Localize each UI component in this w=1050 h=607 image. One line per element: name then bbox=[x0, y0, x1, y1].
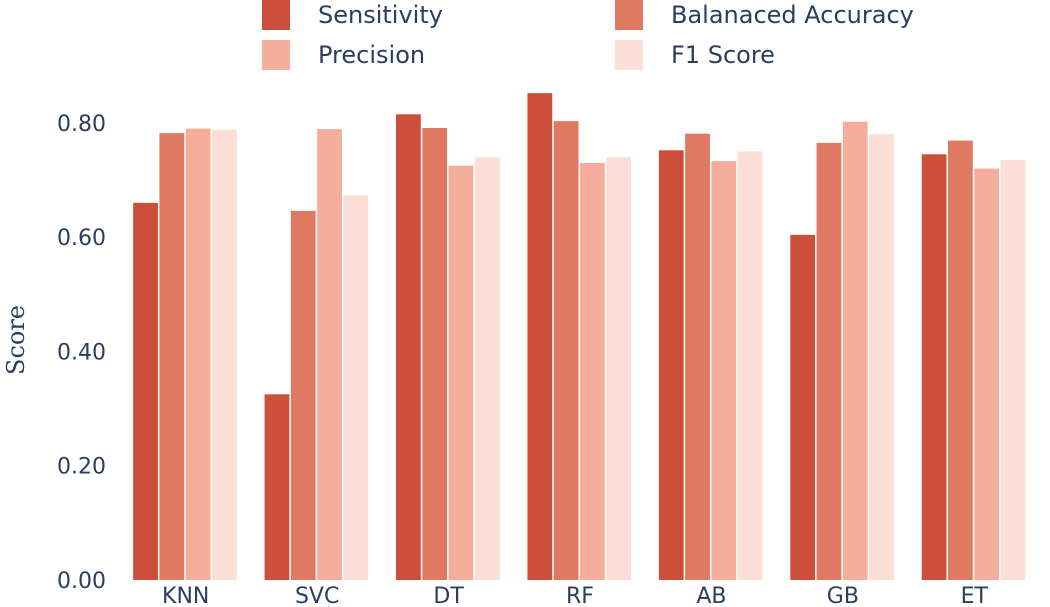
y-axis-title: Score bbox=[2, 305, 30, 375]
bar-knn-balanaced-accuracy bbox=[159, 133, 185, 580]
bar-ab-f1-score bbox=[737, 151, 763, 580]
y-tick-label: 0.40 bbox=[57, 340, 106, 365]
bar-svc-sensitivity bbox=[264, 394, 290, 580]
bar-gb-precision bbox=[842, 121, 868, 580]
bar-dt-f1-score bbox=[474, 157, 500, 580]
bar-knn-sensitivity bbox=[133, 202, 158, 580]
legend-label: F1 Score bbox=[671, 41, 775, 69]
legend: Sensitivity Balanaced Accuracy Precision F1… bbox=[262, 0, 914, 70]
bar-rf-balanaced-accuracy bbox=[553, 121, 579, 581]
x-tick-label: SVC bbox=[295, 584, 339, 607]
y-tick-label: 0.00 bbox=[57, 569, 106, 594]
legend-swatch bbox=[615, 40, 643, 70]
y-tick-label: 0.60 bbox=[57, 226, 106, 251]
legend-swatch bbox=[615, 0, 643, 30]
legend-label: Precision bbox=[318, 41, 425, 69]
legend-swatch bbox=[262, 40, 290, 70]
bars bbox=[133, 93, 1026, 581]
bar-et-precision bbox=[974, 168, 1000, 581]
bar-dt-balanaced-accuracy bbox=[422, 128, 448, 580]
x-tick-label: RF bbox=[566, 584, 594, 607]
bar-svc-f1-score bbox=[343, 195, 369, 580]
bar-ab-balanaced-accuracy bbox=[685, 133, 710, 580]
legend-swatch bbox=[262, 0, 290, 30]
bar-rf-precision bbox=[580, 162, 605, 580]
y-tick-labels: 0.00 0.20 0.40 0.60 0.80 bbox=[57, 112, 106, 594]
bar-ab-sensitivity bbox=[658, 150, 684, 581]
legend-label: Balanaced Accuracy bbox=[671, 1, 914, 29]
x-tick-label: AB bbox=[696, 584, 726, 607]
bar-rf-f1-score bbox=[606, 157, 632, 580]
bar-knn-precision bbox=[185, 128, 211, 581]
x-tick-label: GB bbox=[827, 584, 859, 607]
legend-label: Sensitivity bbox=[318, 1, 443, 29]
bar-svc-precision bbox=[317, 129, 342, 580]
y-tick-label: 0.80 bbox=[57, 112, 106, 137]
bar-knn-f1-score bbox=[212, 129, 237, 580]
bar-et-f1-score bbox=[1000, 160, 1026, 580]
bar-gb-sensitivity bbox=[790, 234, 816, 580]
bar-ab-precision bbox=[711, 161, 737, 580]
x-tick-label: KNN bbox=[162, 584, 209, 607]
x-tick-label: ET bbox=[961, 584, 989, 607]
bar-gb-f1-score bbox=[869, 134, 894, 581]
bar-et-sensitivity bbox=[921, 154, 947, 581]
bar-gb-balanaced-accuracy bbox=[816, 142, 842, 580]
x-tick-label: DT bbox=[433, 584, 464, 607]
bar-dt-sensitivity bbox=[396, 114, 421, 581]
bar-et-balanaced-accuracy bbox=[948, 140, 973, 581]
bar-svc-balanaced-accuracy bbox=[290, 210, 316, 580]
y-tick-label: 0.20 bbox=[57, 455, 106, 480]
x-tick-labels: KNN SVC DT RF AB GB ET bbox=[162, 584, 988, 607]
bar-dt-precision bbox=[448, 165, 474, 580]
bar-rf-sensitivity bbox=[527, 93, 553, 581]
